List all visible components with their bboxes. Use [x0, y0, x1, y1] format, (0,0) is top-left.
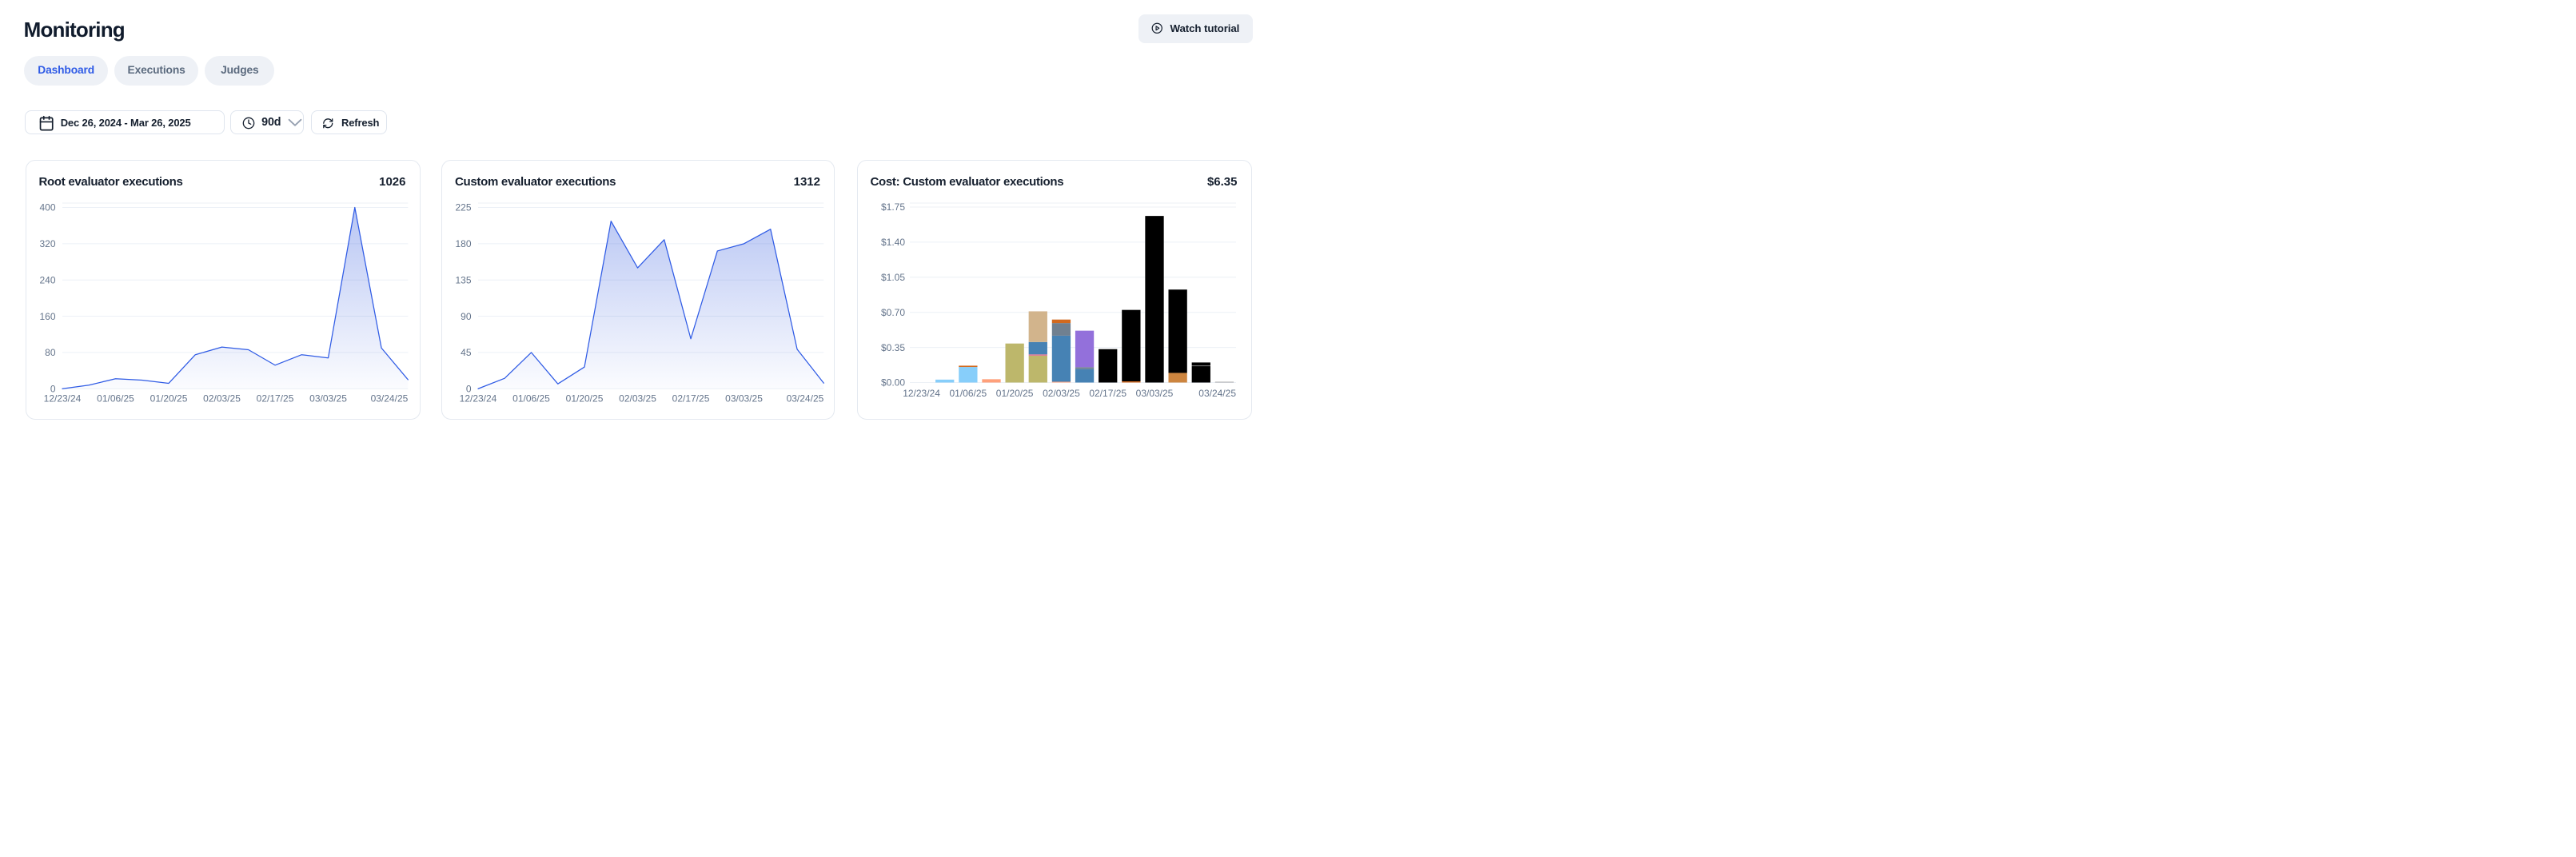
svg-text:02/17/25: 02/17/25 [256, 393, 293, 405]
svg-text:03/24/25: 03/24/25 [787, 393, 824, 405]
svg-text:160: 160 [39, 311, 55, 322]
svg-text:03/24/25: 03/24/25 [370, 393, 408, 405]
svg-text:$0.35: $0.35 [880, 342, 904, 353]
svg-text:01/20/25: 01/20/25 [150, 393, 187, 405]
svg-text:03/03/25: 03/03/25 [725, 393, 763, 405]
svg-text:80: 80 [45, 347, 56, 358]
svg-text:$1.05: $1.05 [880, 272, 904, 283]
svg-text:02/17/25: 02/17/25 [1089, 388, 1127, 399]
svg-text:01/06/25: 01/06/25 [97, 393, 134, 405]
svg-text:02/17/25: 02/17/25 [672, 393, 710, 405]
svg-text:45: 45 [461, 347, 472, 358]
svg-text:0: 0 [466, 383, 472, 394]
svg-text:01/06/25: 01/06/25 [949, 388, 987, 399]
svg-text:$1.40: $1.40 [880, 237, 904, 248]
svg-text:135: 135 [455, 274, 471, 285]
svg-text:02/03/25: 02/03/25 [619, 393, 656, 405]
svg-text:90: 90 [461, 311, 472, 322]
svg-text:$1.75: $1.75 [880, 201, 904, 213]
svg-text:12/23/24: 12/23/24 [43, 393, 81, 405]
svg-text:0: 0 [50, 383, 55, 394]
svg-text:12/23/24: 12/23/24 [903, 388, 940, 399]
svg-text:$0.00: $0.00 [880, 377, 904, 389]
svg-text:03/24/25: 03/24/25 [1198, 388, 1236, 399]
svg-text:180: 180 [455, 238, 471, 249]
svg-text:$0.70: $0.70 [880, 307, 904, 318]
svg-text:03/03/25: 03/03/25 [1135, 388, 1173, 399]
svg-text:12/23/24: 12/23/24 [460, 393, 497, 405]
svg-text:225: 225 [455, 202, 471, 213]
svg-text:01/20/25: 01/20/25 [995, 388, 1033, 399]
svg-text:03/03/25: 03/03/25 [309, 393, 347, 405]
svg-text:320: 320 [39, 238, 55, 249]
svg-text:02/03/25: 02/03/25 [1043, 388, 1080, 399]
svg-text:240: 240 [39, 274, 55, 285]
svg-text:02/03/25: 02/03/25 [203, 393, 241, 405]
svg-text:01/20/25: 01/20/25 [566, 393, 604, 405]
svg-text:01/06/25: 01/06/25 [512, 393, 550, 405]
svg-text:400: 400 [39, 202, 55, 213]
